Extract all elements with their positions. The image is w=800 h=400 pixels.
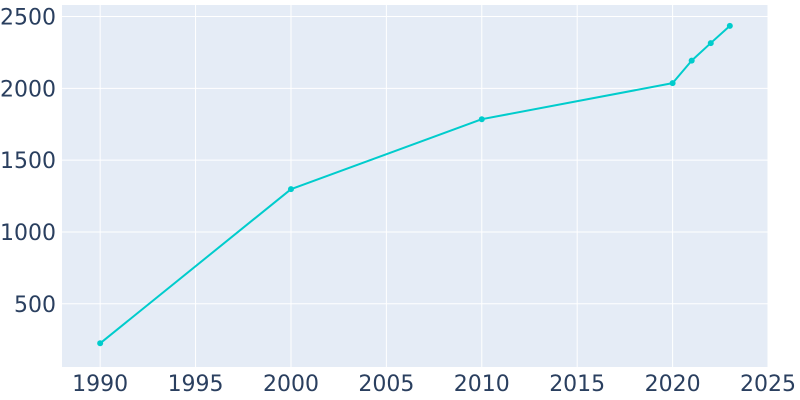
x-tick-label: 2025 <box>740 372 796 397</box>
x-tick-label: 2020 <box>645 372 701 397</box>
y-tick-label: 1000 <box>0 221 56 246</box>
grid-lines <box>62 5 769 367</box>
x-tick-label: 2000 <box>263 372 319 397</box>
x-tick-label: 1990 <box>72 372 128 397</box>
data-point <box>688 57 695 64</box>
x-tick-label: 1995 <box>168 372 224 397</box>
x-tick-label: 2010 <box>454 372 510 397</box>
y-tick-label: 1500 <box>0 149 56 174</box>
x-tick-label: 2005 <box>358 372 414 397</box>
plot-area <box>62 5 768 367</box>
data-point <box>97 340 104 347</box>
data-point <box>707 40 714 47</box>
x-axis-tick-labels: 1990 1995 2000 2005 2010 2015 2020 2025 <box>72 372 796 397</box>
y-tick-label: 2500 <box>0 5 56 30</box>
y-tick-label: 2000 <box>0 77 56 102</box>
data-point <box>478 116 485 123</box>
series-layer <box>97 22 733 347</box>
data-point <box>726 22 733 29</box>
x-tick-label: 2015 <box>549 372 605 397</box>
data-point <box>669 80 676 87</box>
y-tick-label: 500 <box>14 293 56 318</box>
data-point <box>287 186 294 193</box>
y-axis-tick-labels: 500 1000 1500 2000 2500 <box>0 5 56 317</box>
